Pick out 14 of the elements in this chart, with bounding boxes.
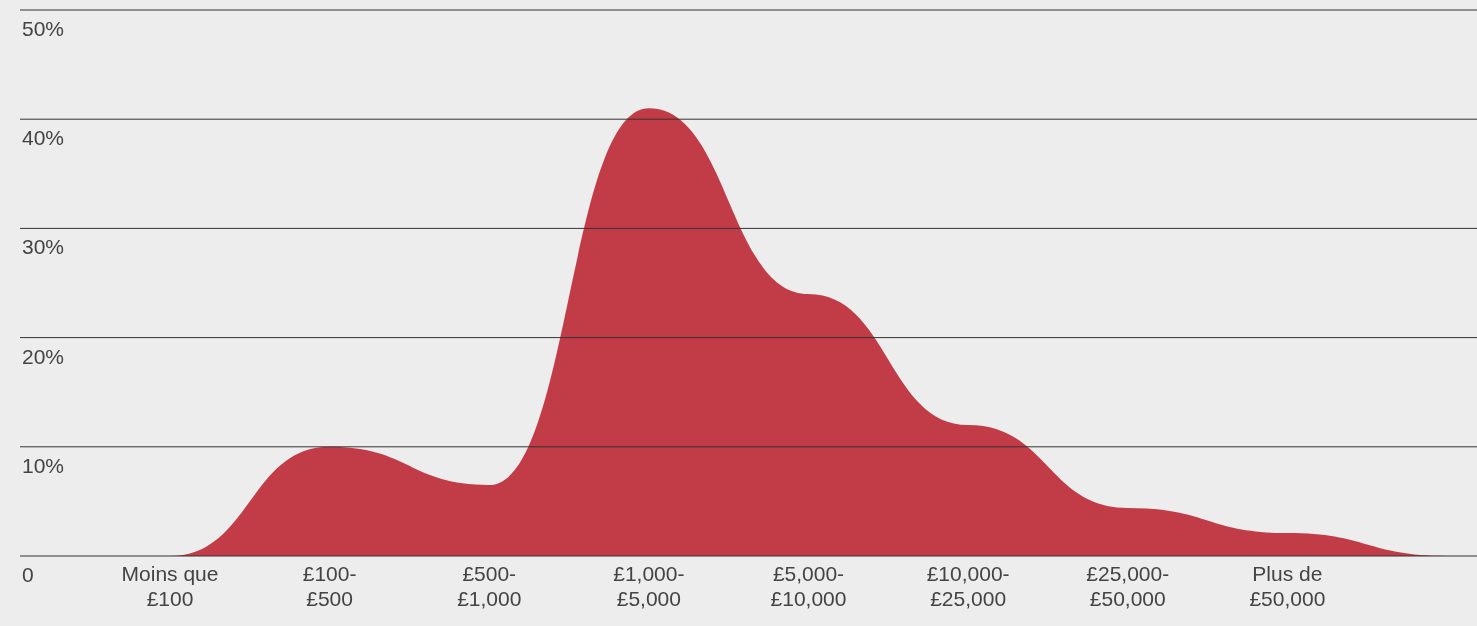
x-tick-label: £5,000-£10,000 <box>770 562 847 610</box>
y-tick-label: 0 <box>22 563 34 586</box>
y-tick-label: 10% <box>22 453 65 477</box>
x-tick-label: Moins que £100 <box>121 562 219 610</box>
y-tick-label: 50% <box>22 17 65 40</box>
y-tick-label: 30% <box>22 235 65 259</box>
x-tick-label: £500-£1,000 <box>457 562 522 610</box>
x-tick-label: £10,000-£25,000 <box>926 562 1010 610</box>
x-tick-label: Plus de £50,000 <box>1249 562 1326 610</box>
y-tick-label: 20% <box>22 344 65 368</box>
y-tick-label: 40% <box>22 126 65 150</box>
x-tick-label: £100-£500 <box>302 562 357 610</box>
x-tick-label: £1,000-£5,000 <box>613 562 685 610</box>
x-tick-label: £25,000-£50,000 <box>1086 562 1170 610</box>
